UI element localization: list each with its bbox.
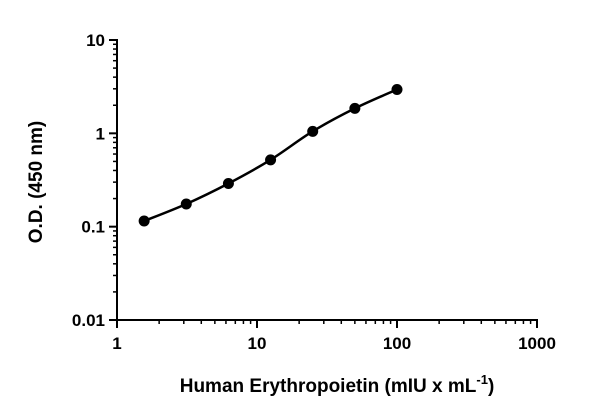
data-point xyxy=(391,83,403,95)
y-tick-label: 10 xyxy=(86,31,105,50)
y-tick-label: 1 xyxy=(96,124,105,143)
ticks: 1 10 100 1000 0.01 0.1 1 10 xyxy=(72,31,556,353)
y-tick-label: 0.01 xyxy=(72,311,105,330)
x-axis-label-suffix: ) xyxy=(488,376,494,397)
data-point xyxy=(307,125,319,137)
x-tick-label: 1 xyxy=(112,334,121,353)
data-point xyxy=(265,154,277,166)
x-tick-label: 100 xyxy=(383,334,411,353)
data-point xyxy=(222,178,234,190)
data-point xyxy=(138,215,150,227)
series-layer xyxy=(138,83,403,227)
y-axis-label: O.D. (450 nm) xyxy=(26,121,47,243)
x-axis-label: Human Erythropoietin (mIU x mL-1) xyxy=(180,372,495,397)
x-tick-label: 10 xyxy=(248,334,267,353)
axes xyxy=(116,39,538,321)
data-point xyxy=(349,102,361,114)
y-tick-label: 0.1 xyxy=(81,218,105,237)
x-axis-label-superscript: -1 xyxy=(476,372,488,387)
x-tick-label: 1000 xyxy=(518,334,556,353)
x-axis-label-main: Human Erythropoietin (mIU x mL xyxy=(180,376,477,397)
data-point xyxy=(180,198,192,210)
